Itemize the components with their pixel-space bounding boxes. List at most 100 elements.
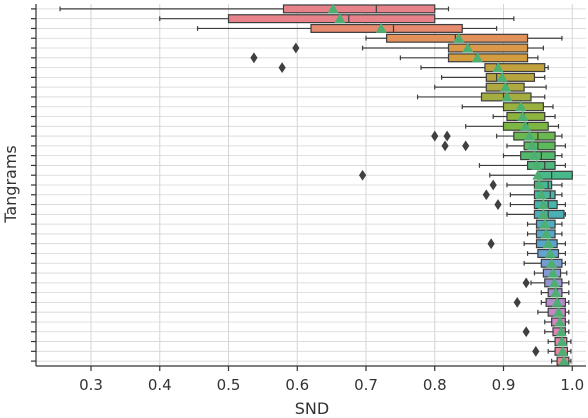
box-item [487,238,566,250]
mean-marker [558,355,570,366]
outlier-point [487,238,495,250]
mean-marker [327,3,339,14]
mean-marker [531,159,542,170]
box-item [513,296,570,308]
box-item [551,355,572,366]
box-item [526,247,566,258]
mean-marker [526,140,538,151]
box-item [537,306,570,317]
box-item [544,316,570,327]
mean-marker [453,32,465,43]
mean-marker [492,62,504,72]
mean-marker [547,267,559,278]
box-item [533,267,568,278]
box-iqr [310,23,463,33]
mean-marker [528,150,540,161]
mean-marker [553,306,564,317]
x-tick-label: 0.8 [423,376,447,394]
box-item [526,218,563,229]
mean-marker [537,208,549,219]
box-item [478,159,566,170]
outlier-point [431,130,439,142]
mean-marker [375,22,387,33]
box-iqr [447,53,529,63]
box-item [461,101,554,112]
box-item [441,140,566,152]
mean-marker [542,238,554,249]
box-item [250,52,539,64]
mean-marker [551,296,563,307]
box-item [492,111,556,122]
mean-marker [533,179,545,190]
mean-marker [544,247,556,258]
box-item [441,71,546,82]
x-tick-label: 0.3 [79,376,103,394]
outlier-point [278,62,286,73]
box-item [494,199,566,210]
box-iqr [537,170,573,180]
mean-marker [535,189,547,200]
box-item [292,42,544,54]
outlier-point [482,189,490,201]
box-iqr [282,4,436,14]
y-axis-label: Tangrams [1,145,20,224]
box-item [365,32,563,43]
box-item [526,228,563,239]
box-item [482,189,563,201]
outlier-point [513,297,521,308]
box-iqr [447,43,529,53]
box-item [506,208,566,219]
x-tick-label: 0.4 [148,376,172,394]
outlier-point [494,199,502,210]
box-item [547,336,572,347]
box-iqr [485,72,536,82]
outlier-point [522,326,530,338]
box-iqr [227,14,436,24]
x-tick-label: 0.9 [492,376,516,394]
mean-marker [550,287,562,298]
x-tick-label: 1.0 [560,376,584,394]
mean-marker [524,130,536,141]
box-item [358,169,573,181]
box-item [522,326,570,338]
mean-marker [557,345,569,356]
box-item [159,13,515,24]
mean-marker [532,169,544,180]
outlier-point [250,52,258,64]
outlier-point [489,179,497,191]
x-ticks: 0.3 0.4 0.5 0.6 0.7 0.8 0.9 1.0 [79,366,584,394]
mean-marker [515,101,527,112]
mean-marker [537,199,549,209]
outlier-point [462,140,470,152]
mean-marker [546,257,558,268]
x-tick-label: 0.5 [217,376,241,394]
mean-marker [496,71,508,82]
box-item [489,179,563,191]
outlier-point [522,277,530,289]
box-item [532,345,572,357]
mean-marker [539,218,551,229]
outlier-point [532,345,540,357]
box-item [196,22,498,33]
box-item [522,277,570,289]
mean-marker [517,111,529,121]
box-item [523,257,566,268]
x-tick-label: 0.6 [285,376,309,394]
mean-marker [500,81,512,92]
box-item [434,81,547,92]
box-item [59,3,450,14]
box-item [278,62,549,73]
outlier-point [441,140,449,152]
box-iqr [533,209,565,219]
outlier-point [358,169,367,181]
box-iqr [484,63,546,73]
box-iqr [513,131,556,141]
boxes [59,3,573,366]
x-axis-label: SND [295,399,329,418]
box-item [465,120,560,131]
box-iqr [526,160,556,170]
box-item [502,150,563,161]
mean-marker [540,228,552,239]
outlier-point [443,130,451,142]
